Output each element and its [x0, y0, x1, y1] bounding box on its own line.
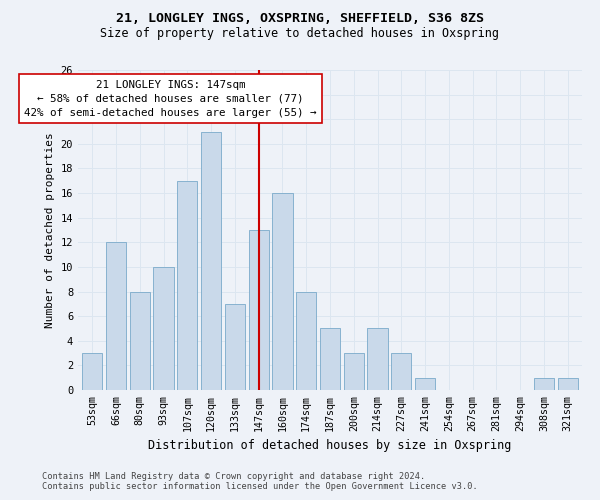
Y-axis label: Number of detached properties: Number of detached properties [45, 132, 55, 328]
Bar [534, 378, 554, 390]
Bar [391, 353, 412, 390]
Bar [248, 230, 269, 390]
Bar [225, 304, 245, 390]
X-axis label: Distribution of detached houses by size in Oxspring: Distribution of detached houses by size … [148, 439, 512, 452]
Bar [106, 242, 126, 390]
Bar [320, 328, 340, 390]
Bar [272, 193, 293, 390]
Text: 21 LONGLEY INGS: 147sqm
← 58% of detached houses are smaller (77)
42% of semi-de: 21 LONGLEY INGS: 147sqm ← 58% of detache… [25, 80, 317, 118]
Text: Contains public sector information licensed under the Open Government Licence v3: Contains public sector information licen… [42, 482, 478, 491]
Bar [557, 378, 578, 390]
Bar [201, 132, 221, 390]
Bar [177, 181, 197, 390]
Bar [367, 328, 388, 390]
Text: 21, LONGLEY INGS, OXSPRING, SHEFFIELD, S36 8ZS: 21, LONGLEY INGS, OXSPRING, SHEFFIELD, S… [116, 12, 484, 26]
Bar [130, 292, 150, 390]
Bar [154, 267, 173, 390]
Bar [344, 353, 364, 390]
Text: Contains HM Land Registry data © Crown copyright and database right 2024.: Contains HM Land Registry data © Crown c… [42, 472, 425, 481]
Bar [82, 353, 103, 390]
Text: Size of property relative to detached houses in Oxspring: Size of property relative to detached ho… [101, 28, 499, 40]
Bar [296, 292, 316, 390]
Bar [415, 378, 435, 390]
